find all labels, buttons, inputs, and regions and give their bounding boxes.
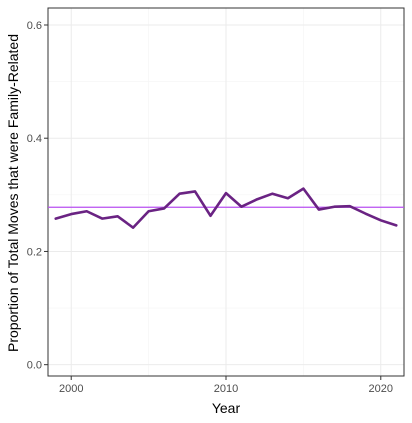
x-tick-label: 2010 <box>214 383 238 395</box>
x-tick-label: 2020 <box>369 383 393 395</box>
series-line <box>54 187 398 229</box>
grid-lines <box>48 8 404 376</box>
y-tick-label: 0.4 <box>27 133 42 145</box>
y-tick-label: 0.0 <box>27 360 42 372</box>
y-tick-label: 0.6 <box>27 20 42 32</box>
x-tick-label: 2000 <box>59 383 83 395</box>
y-axis: 0.0 0.2 0.4 0.6 <box>27 20 48 372</box>
y-tick-label: 0.2 <box>27 246 42 258</box>
x-axis-title: Year <box>212 400 241 416</box>
y-axis-title: Proportion of Total Moves that were Fami… <box>5 34 21 352</box>
x-axis: 2000 2010 2020 <box>59 376 393 395</box>
